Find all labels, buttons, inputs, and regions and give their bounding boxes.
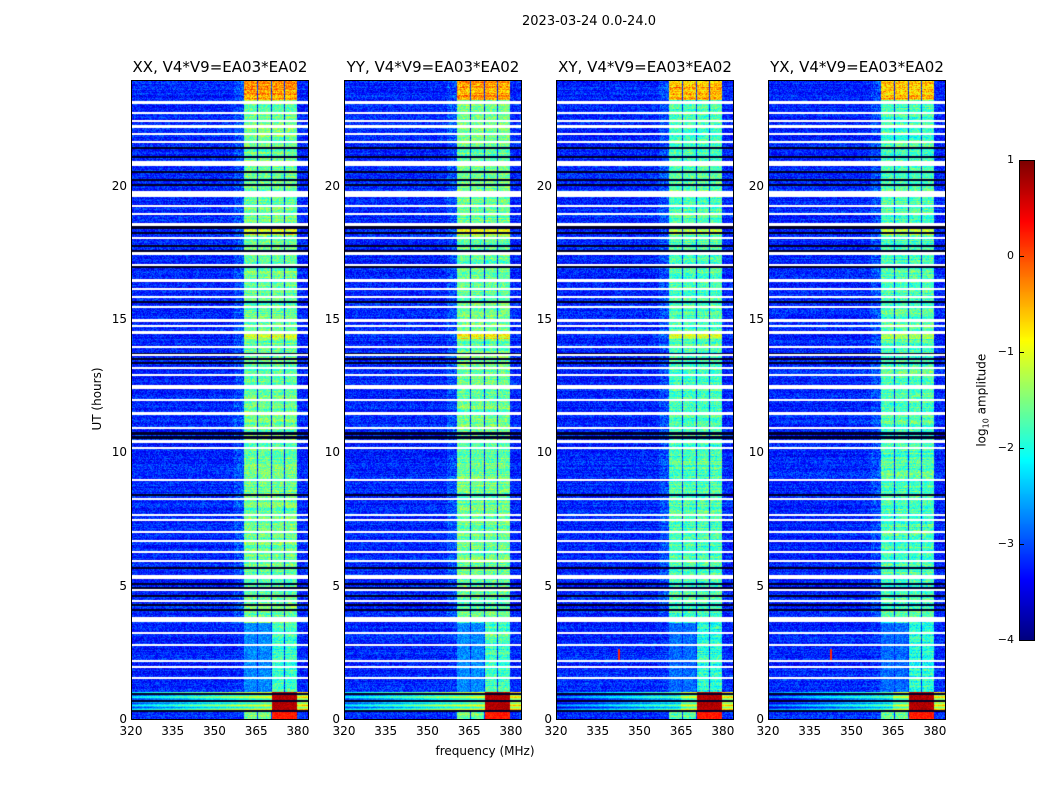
colorbar-label: log10 amplitude [974, 338, 990, 463]
x-tick-label: 320 [756, 724, 780, 738]
y-tick-label: 0 [544, 712, 552, 726]
x-tick-label: 350 [839, 724, 863, 738]
y-tick-label: 0 [332, 712, 340, 726]
colorbar-tick-label: −2 [997, 441, 1014, 454]
heatmap-image [769, 81, 945, 719]
x-tick-label: 335 [161, 724, 185, 738]
x-tick-label: 380 [499, 724, 523, 738]
panel-title: XX, V4*V9=EA03*EA02 [132, 58, 308, 76]
colorbar-tick-label: 1 [1007, 153, 1014, 166]
x-tick-label: 365 [881, 724, 905, 738]
y-tick-label: 15 [324, 312, 340, 326]
colorbar-tick-mark [1020, 160, 1024, 161]
x-tick-label: 335 [586, 724, 610, 738]
y-tick-label: 20 [324, 178, 340, 193]
y-tick-label: 0 [119, 712, 127, 726]
y-tick-label: 20 [748, 178, 764, 193]
colorbar [1019, 160, 1035, 641]
x-tick-label: 380 [923, 724, 947, 738]
x-tick-label: 350 [627, 724, 651, 738]
x-tick-label: 335 [798, 724, 822, 738]
panel-title: XY, V4*V9=EA03*EA02 [558, 58, 732, 76]
colorbar-tick-mark [1020, 544, 1024, 545]
x-tick-label: 320 [119, 724, 143, 738]
heatmap-image [557, 81, 733, 719]
x-tick-label: 365 [244, 724, 268, 738]
colorbar-label-text: amplitude [974, 353, 989, 419]
y-tick-label: 20 [111, 178, 127, 193]
panel-title: YX, V4*V9=EA03*EA02 [770, 58, 944, 76]
y-tick-label: 0 [756, 712, 764, 726]
x-tick-label: 380 [711, 724, 735, 738]
y-tick-label: 15 [536, 312, 552, 326]
y-tick-label: 20 [536, 178, 552, 193]
y-tick-label: 5 [332, 578, 340, 593]
x-tick-label: 365 [457, 724, 481, 738]
heatmap-image [345, 81, 521, 719]
heatmap-image [132, 81, 308, 719]
panel-title: YY, V4*V9=EA03*EA02 [346, 58, 520, 76]
spectrogram-panel [131, 80, 309, 720]
x-axis-label: frequency (MHz) [435, 744, 535, 758]
colorbar-tick-label: 0 [1007, 249, 1014, 262]
colorbar-tick-label: −4 [997, 633, 1014, 646]
y-tick-label: 10 [536, 445, 552, 460]
spectrogram-panel [344, 80, 522, 720]
y-tick-label: 10 [324, 445, 340, 460]
colorbar-tick-mark [1020, 352, 1024, 353]
spectrogram-panel [768, 80, 946, 720]
x-tick-label: 380 [286, 724, 310, 738]
colorbar-tick-mark [1020, 640, 1024, 641]
x-tick-label: 320 [544, 724, 568, 738]
y-tick-label: 5 [544, 578, 552, 593]
x-tick-label: 350 [415, 724, 439, 738]
x-tick-label: 320 [332, 724, 356, 738]
x-tick-label: 350 [202, 724, 226, 738]
colorbar-tick-mark [1020, 448, 1024, 449]
spectrogram-panel [556, 80, 734, 720]
y-tick-label: 15 [748, 312, 764, 326]
x-tick-label: 365 [669, 724, 693, 738]
y-tick-label: 15 [111, 312, 127, 326]
y-tick-label: 10 [111, 445, 127, 460]
y-tick-label: 5 [119, 578, 127, 593]
y-axis-label: UT (hours) [90, 367, 104, 431]
colorbar-tick-label: −3 [997, 537, 1014, 550]
y-tick-label: 5 [756, 578, 764, 593]
colorbar-label-log: log [974, 428, 989, 447]
colorbar-tick-mark [1020, 256, 1024, 257]
figure-title: 2023-03-24 0.0-24.0 [522, 14, 656, 29]
y-tick-label: 10 [748, 445, 764, 460]
colorbar-tick-label: −1 [997, 345, 1014, 358]
colorbar-label-sub: 10 [981, 418, 991, 429]
x-tick-label: 335 [374, 724, 398, 738]
